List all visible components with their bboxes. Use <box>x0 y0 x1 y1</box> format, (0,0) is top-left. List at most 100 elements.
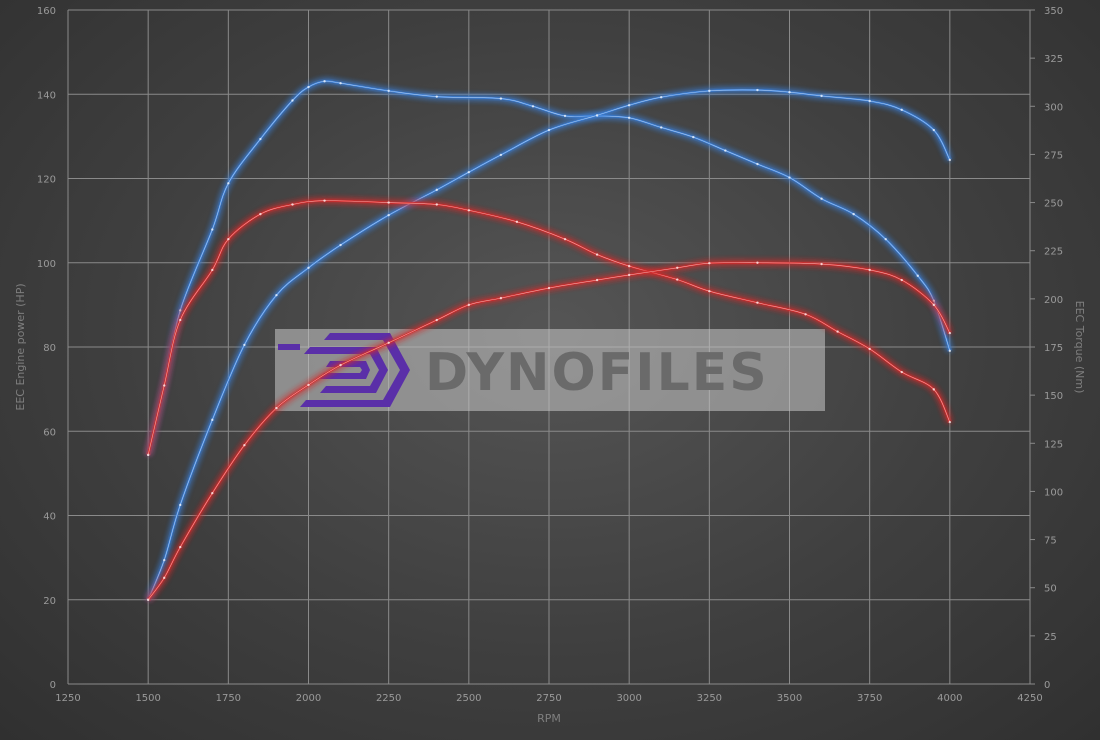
data-point <box>948 420 952 424</box>
data-point <box>146 453 150 457</box>
y2-tick-label: 325 <box>1044 54 1063 65</box>
x-tick-label: 2250 <box>376 693 401 704</box>
data-point <box>467 303 471 307</box>
x-axis-label: RPM <box>537 712 561 725</box>
data-point <box>179 309 182 312</box>
data-point <box>227 182 230 185</box>
data-point <box>788 90 791 94</box>
data-point <box>932 128 935 132</box>
data-point <box>307 266 310 270</box>
data-point <box>900 108 903 112</box>
x-tick-label: 2750 <box>536 693 561 704</box>
y2-axis-label: EEC Torque (Nm) <box>1073 301 1086 394</box>
tick-labels: 1250 1500 1750 2000 2250 2500 2750 3000 3250 3500… <box>37 6 1063 704</box>
x-tick-label: 2500 <box>456 693 481 704</box>
y2-tick-label: 150 <box>1044 391 1063 402</box>
data-point <box>563 114 567 118</box>
data-point <box>387 213 390 217</box>
data-point <box>275 293 278 297</box>
data-point <box>499 97 503 100</box>
data-point <box>387 341 390 344</box>
data-point <box>227 237 230 241</box>
x-tick-label: 3250 <box>697 693 722 704</box>
series-line-highlight <box>147 80 951 455</box>
data-point <box>467 209 471 212</box>
series-1 <box>145 87 953 601</box>
x-tick-label: 2000 <box>296 693 321 704</box>
data-point <box>868 99 871 103</box>
data-point <box>387 201 390 204</box>
data-point <box>563 237 567 241</box>
data-point <box>692 135 695 139</box>
data-point <box>676 266 679 270</box>
data-point <box>323 199 326 202</box>
y2-tick-label: 100 <box>1044 487 1063 498</box>
y-tick-label: 80 <box>43 343 56 354</box>
data-point <box>531 105 535 108</box>
data-point <box>804 313 807 316</box>
data-point <box>708 289 711 293</box>
data-point <box>259 137 262 141</box>
data-point <box>163 576 166 580</box>
data-point <box>788 176 791 179</box>
data-point <box>307 85 310 89</box>
data-point <box>499 296 503 300</box>
data-point <box>756 261 759 264</box>
y2-tick-label: 350 <box>1044 6 1063 17</box>
data-point <box>547 128 551 132</box>
data-point <box>163 384 166 387</box>
data-point <box>900 370 903 374</box>
data-point <box>948 158 952 162</box>
y2-tick-label: 125 <box>1044 439 1063 450</box>
data-point <box>900 278 903 282</box>
y2-tick-label: 275 <box>1044 150 1063 161</box>
data-point <box>627 116 631 120</box>
data-point <box>595 114 599 117</box>
y2-tick-label: 25 <box>1044 632 1057 643</box>
data-point <box>146 598 150 601</box>
data-point <box>660 126 663 129</box>
x-tick-label: 1250 <box>55 693 80 704</box>
y2-tick-label: 200 <box>1044 295 1063 306</box>
y-tick-label: 160 <box>37 6 56 17</box>
y-tick-label: 140 <box>37 90 56 101</box>
x-tick-label: 3000 <box>616 693 641 704</box>
data-point <box>387 89 390 93</box>
watermark-text: DYNOFILES <box>425 343 769 403</box>
data-point <box>435 203 438 206</box>
data-point <box>948 349 952 353</box>
data-point <box>724 149 727 152</box>
data-point <box>211 228 214 231</box>
data-point <box>515 220 519 224</box>
data-point <box>836 330 839 333</box>
data-point <box>179 545 182 549</box>
data-point <box>676 278 679 281</box>
y-axis-label: EEC Engine power (HP) <box>14 283 27 410</box>
data-point <box>435 318 438 322</box>
data-point <box>932 303 935 307</box>
data-point <box>820 94 823 98</box>
y-tick-label: 60 <box>43 427 56 438</box>
x-tick-label: 3750 <box>857 693 882 704</box>
y2-tick-label: 50 <box>1044 584 1057 595</box>
data-point <box>435 95 438 98</box>
data-point <box>868 347 871 351</box>
data-point <box>595 278 599 282</box>
dynofiles-watermark: DYNOFILES <box>275 329 825 411</box>
x-tick-label: 1500 <box>135 693 160 704</box>
data-point <box>307 383 310 387</box>
data-point <box>467 170 471 174</box>
data-point <box>339 243 342 247</box>
y2-tick-label: 300 <box>1044 102 1063 113</box>
data-point <box>339 363 342 367</box>
y2-tick-label: 225 <box>1044 247 1063 258</box>
data-point <box>211 491 214 495</box>
data-point <box>211 418 214 422</box>
data-point <box>163 558 166 562</box>
data-point <box>275 406 278 410</box>
y2-tick-label: 250 <box>1044 199 1063 210</box>
data-point <box>708 89 711 93</box>
data-point <box>291 99 294 102</box>
y-tick-label: 120 <box>37 175 56 186</box>
